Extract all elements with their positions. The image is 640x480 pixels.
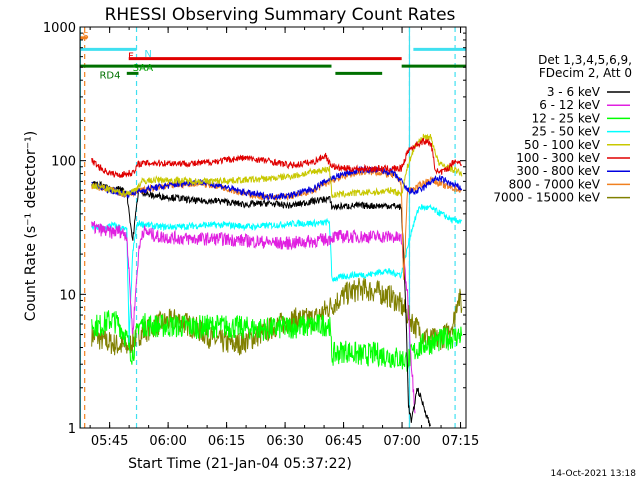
legend-label: 7000 - 15000 keV — [493, 191, 600, 205]
plot-frame — [79, 26, 467, 429]
y-tick-label: 1 — [68, 422, 76, 437]
legend: Det 1,3,4,5,6,9,FDecim 2, Att 0 3 - 6 keV… — [493, 53, 632, 205]
series-line-1 — [91, 221, 416, 414]
legend-header: FDecim 2, Att 0 — [539, 66, 632, 80]
series-line-7 — [91, 168, 462, 280]
y-axis-label: Count Rate (s⁻¹ detector⁻¹) — [23, 131, 39, 321]
x-tick-label: 05:45 — [91, 434, 128, 449]
flag-label-s: S — [82, 31, 88, 42]
series-line-2 — [91, 310, 463, 372]
flag-label-f: F — [128, 52, 134, 63]
series-line-0 — [91, 180, 431, 428]
legend-label: 12 - 25 keV — [532, 111, 601, 125]
legend-label: 25 - 50 keV — [532, 125, 601, 139]
series-line-4 — [91, 133, 463, 199]
legend-label: 50 - 100 keV — [524, 138, 601, 152]
legend-label: 300 - 800 keV — [516, 164, 600, 178]
series-line-5 — [91, 138, 463, 178]
flag-label-rd4: RD4 — [99, 71, 120, 82]
x-tick-label: 06:00 — [149, 434, 186, 449]
legend-label: 6 - 12 keV — [539, 98, 601, 112]
series-line-6 — [91, 165, 463, 202]
series-line-3 — [91, 203, 463, 343]
series-lines — [91, 133, 463, 428]
legend-label: 3 - 6 keV — [547, 85, 601, 99]
legend-label: 100 - 300 keV — [516, 151, 600, 165]
x-tick-label: 06:15 — [208, 434, 245, 449]
x-tick-label: 07:15 — [442, 434, 479, 449]
y-tick-label: 10 — [59, 288, 76, 303]
flag-label-n: N — [144, 49, 151, 60]
y-tick-label: 100 — [51, 155, 76, 170]
x-tick-label: 07:00 — [383, 434, 420, 449]
y-tick-label: 1000 — [43, 21, 76, 36]
legend-header: Det 1,3,4,5,6,9, — [538, 53, 632, 67]
timestamp: 14-Oct-2021 13:18 — [551, 469, 637, 479]
flag-label-saa: SAA — [133, 63, 154, 74]
x-axis-label: Start Time (21-Jan-04 05:37:22) — [128, 456, 352, 472]
x-tick-label: 06:30 — [266, 434, 303, 449]
x-tick-label: 06:45 — [325, 434, 362, 449]
axes: 1 10 100 1000 05:45 06:00 06:15 06:30 06:45 07:00… — [43, 21, 479, 449]
legend-label: 800 - 7000 keV — [509, 177, 601, 191]
chart-title: RHESSI Observing Summary Count Rates — [105, 5, 456, 25]
